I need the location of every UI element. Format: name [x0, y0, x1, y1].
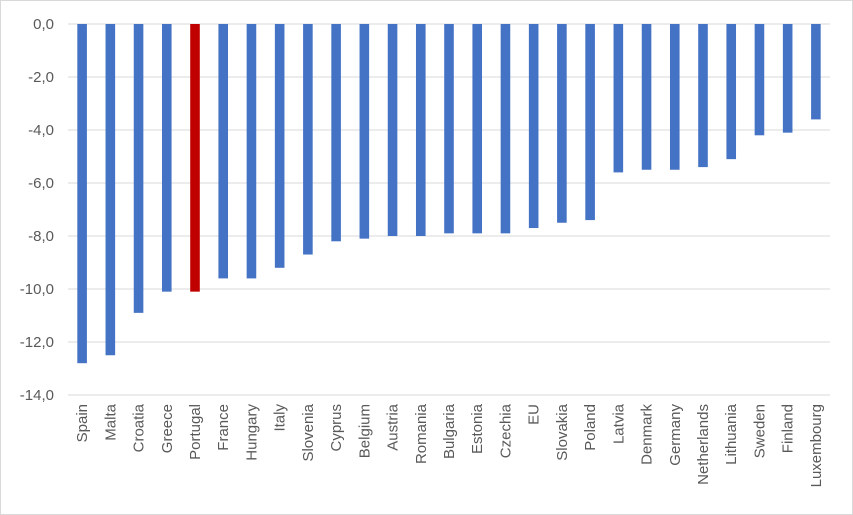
bar-poland [585, 24, 595, 221]
bar-cyprus [331, 24, 341, 242]
x-tick-label: Finland [780, 404, 797, 453]
y-tick-label: -2,0 [28, 69, 54, 86]
y-tick-label: -12,0 [20, 334, 54, 351]
x-tick-label: Malta [102, 403, 119, 440]
bar-luxembourg [811, 24, 821, 120]
bar-finland [782, 24, 793, 133]
bar-hungary [246, 24, 257, 279]
bar-italy [274, 24, 285, 268]
bar-austria [387, 24, 398, 236]
bar-estonia [472, 24, 483, 234]
bar-portugal [190, 24, 200, 292]
x-tick-label: Czechia [497, 403, 514, 458]
x-tick-label: Bulgaria [441, 403, 458, 459]
x-tick-label: Greece [159, 404, 176, 453]
bar-slovakia [557, 24, 567, 223]
x-axis-tick-labels: Spain Malta Croatia Greece Portugal France Hun… [74, 403, 825, 487]
x-tick-label: Estonia [469, 403, 486, 454]
x-tick-label: Romania [413, 403, 430, 464]
x-tick-label: Spain [74, 404, 91, 442]
x-tick-label: France [215, 404, 232, 451]
y-tick-label: -10,0 [20, 281, 54, 298]
bar-czechia [500, 24, 511, 234]
bar-slovenia [303, 24, 313, 255]
bar-denmark [641, 24, 652, 170]
x-tick-label: Cyprus [328, 404, 345, 452]
bar-bulgaria [444, 24, 454, 234]
x-tick-label: Luxembourg [808, 404, 825, 487]
x-tick-label: Italy [272, 404, 289, 432]
x-tick-label: Belgium [356, 404, 373, 458]
x-tick-label: Poland [582, 404, 599, 451]
y-tick-label: -14,0 [20, 387, 54, 404]
y-tick-label: -4,0 [28, 122, 54, 139]
bar-belgium [359, 24, 370, 239]
x-tick-label: Latvia [610, 403, 627, 444]
x-tick-label: Austria [385, 403, 402, 450]
bar-latvia [613, 24, 624, 173]
x-tick-label: Lithuania [723, 403, 740, 465]
bar-malta [105, 24, 116, 356]
y-tick-label: -6,0 [28, 175, 54, 192]
x-tick-label: Netherlands [695, 404, 712, 485]
bar-germany [669, 24, 680, 170]
x-tick-label: Germany [667, 404, 684, 466]
y-tick-label: -8,0 [28, 228, 54, 245]
x-tick-label: Denmark [639, 404, 656, 465]
bars [77, 24, 821, 364]
bar-netherlands [698, 24, 708, 168]
x-tick-label: Slovakia [554, 403, 571, 460]
y-tick-label: 0,0 [33, 16, 54, 33]
x-tick-label: EU [526, 404, 543, 425]
bar-spain [77, 24, 87, 364]
bar-lithuania [726, 24, 737, 160]
bar-eu [528, 24, 539, 229]
x-tick-label: Sweden [751, 404, 768, 458]
bar-croatia [133, 24, 144, 313]
x-tick-label: Portugal [187, 404, 204, 460]
x-tick-label: Slovenia [300, 403, 317, 461]
bar-sweden [754, 24, 765, 136]
y-axis-tick-labels: 0,0 -2,0 -4,0 -6,0 -8,0 -10,0 -12,0 -14,0 [20, 16, 54, 404]
bar-france [218, 24, 229, 279]
bar-romania [415, 24, 426, 236]
x-tick-label: Croatia [131, 403, 148, 452]
bar-greece [161, 24, 172, 292]
x-tick-label: Hungary [243, 404, 260, 461]
